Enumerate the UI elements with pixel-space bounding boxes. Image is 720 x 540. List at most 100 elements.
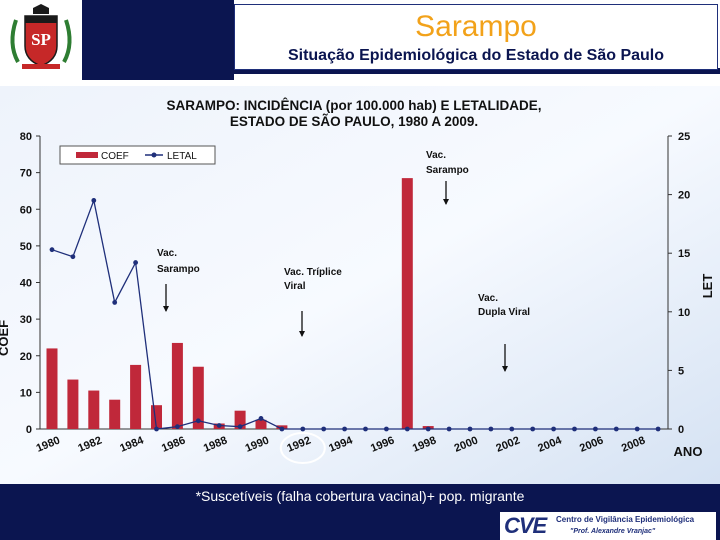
chart-title-line2: ESTADO DE SÃO PAULO, 1980 A 2009.	[230, 114, 478, 129]
letal-point-1982	[91, 198, 97, 203]
annotation-label: Viral	[284, 281, 306, 292]
annotation-arrowhead	[443, 199, 449, 205]
letal-point-2006	[593, 426, 598, 432]
sp-seal: SP	[0, 0, 82, 80]
letal-point-2007	[613, 426, 619, 432]
highlight-circle	[279, 432, 326, 464]
annotation-label: Vac.	[157, 248, 177, 259]
letal-point-1980	[49, 247, 55, 253]
letal-point-1998	[425, 426, 431, 432]
letal-point-1995	[363, 426, 368, 432]
footer-note: *Suscetíveis (falha cobertura vacinal)+ …	[195, 488, 525, 504]
chart-area: SARAMPO: INCIDÊNCIA (por 100.000 hab) E …	[0, 86, 720, 484]
laurel-left-icon	[10, 19, 20, 63]
coef-bar-1987	[192, 366, 204, 429]
chart-title-line1: SARAMPO: INCIDÊNCIA (por 100.000 hab) E …	[166, 98, 541, 113]
legend-letal-marker	[151, 152, 157, 158]
y2-tick-label: 15	[678, 248, 690, 260]
letal-point-2005	[572, 426, 577, 432]
page-subtitle: Situação Epidemiológica do Estado de São…	[287, 47, 665, 64]
letal-line	[49, 198, 661, 432]
letal-point-2009	[655, 426, 661, 432]
letal-point-1987	[195, 418, 201, 424]
y-tick-label: 80	[20, 131, 32, 143]
annotation-arrowhead	[299, 331, 305, 337]
y2-axis-title: LET	[700, 274, 715, 299]
coef-bar-1984	[130, 364, 142, 429]
letal-point-1985	[154, 426, 159, 432]
y-tick-label: 70	[20, 168, 32, 180]
legend-coef-swatch	[76, 152, 98, 158]
title-box: Sarampo Situação Epidemiológica do Estad…	[234, 4, 718, 70]
legend: COEF LETAL	[59, 145, 216, 165]
letal-point-1983	[112, 300, 118, 305]
annotation-label: Vac.	[478, 293, 498, 304]
incidence-lethality-chart: SARAMPO: INCIDÊNCIA (por 100.000 hab) E …	[0, 86, 720, 484]
annotation-label: Vac. Tríplice	[284, 267, 342, 278]
annotation-label: Sarampo	[426, 165, 469, 176]
header-stripe	[82, 68, 720, 74]
letal-point-2003	[530, 426, 536, 432]
legend-box	[59, 145, 216, 165]
legend-coef-label: COEF	[101, 151, 129, 162]
y2-tick-label: 20	[678, 190, 690, 202]
x-axis-title: ANO	[674, 444, 703, 459]
coef-bar-1997	[401, 178, 413, 429]
letal-point-2001	[488, 426, 494, 432]
footer: *Suscetíveis (falha cobertura vacinal)+ …	[0, 484, 720, 540]
letal-point-1996	[384, 426, 389, 432]
seal-letters: SP	[31, 30, 51, 49]
letal-point-1984	[133, 260, 139, 265]
right-ticks: 0 5 10 15 20 25	[668, 131, 690, 436]
annotation-label: Vac.	[426, 150, 446, 161]
y-tick-label: 40	[20, 278, 32, 290]
y-tick-label: 60	[20, 204, 32, 216]
coef-bar-1986	[171, 342, 183, 429]
annotations: Vac. Sarampo Vac. Tríplice Viral Vac. Sarampo…	[157, 150, 530, 372]
y-tick-label: 20	[20, 351, 32, 363]
letal-point-1989	[237, 424, 243, 430]
coef-bar-1983	[109, 399, 121, 429]
letal-point-1988	[216, 423, 222, 428]
annotation-label: Sarampo	[157, 264, 200, 275]
header-band	[82, 0, 234, 80]
y2-tick-label: 0	[678, 424, 684, 436]
letal-point-1981	[70, 254, 76, 260]
coef-bar-1990	[255, 419, 267, 429]
y-tick-label: 0	[26, 424, 32, 436]
cve-tribute: "Prof. Alexandre Vranjac"	[570, 528, 656, 535]
cve-name: Centro de Vigilância Epidemiológica	[556, 515, 695, 524]
letal-point-1991	[279, 426, 285, 432]
letal-point-1986	[175, 424, 180, 430]
letal-point-1997	[404, 426, 410, 432]
page-title: Sarampo	[415, 10, 537, 43]
letal-point-1992	[300, 426, 306, 432]
coef-bar-1980	[46, 348, 58, 429]
header-area: SP Sarampo Situação Epidemiológica do Es…	[0, 0, 720, 86]
y-axis-title: COEF	[0, 320, 11, 356]
annotation-arrowhead	[502, 366, 508, 372]
letal-point-2000	[467, 426, 473, 432]
y-tick-label: 30	[20, 314, 32, 326]
coef-bar-1982	[88, 390, 100, 429]
y2-tick-label: 25	[678, 131, 690, 143]
coef-bar-1989	[234, 410, 246, 429]
coef-bar-1981	[67, 379, 79, 429]
y2-tick-label: 10	[678, 307, 690, 319]
coef-bar-1985	[151, 405, 162, 429]
letal-point-2004	[551, 426, 556, 432]
letal-point-1999	[446, 426, 452, 432]
annotation-label: Dupla Viral	[478, 307, 530, 318]
cve-mark: CVE	[504, 513, 547, 538]
y2-tick-label: 5	[678, 365, 684, 377]
y-tick-label: 50	[20, 241, 32, 253]
cve-logo: CVE Centro de Vigilância Epidemiológica …	[500, 512, 716, 540]
letal-point-1994	[342, 426, 347, 432]
y-tick-label: 10	[20, 387, 32, 399]
coef-bars	[46, 178, 476, 430]
annotation-arrowhead	[163, 306, 169, 312]
letal-point-2008	[634, 426, 640, 432]
left-ticks: 0 10 20 30 40 50 60 70 80	[20, 131, 40, 436]
letal-point-2002	[509, 426, 515, 432]
letal-point-1993	[321, 426, 327, 432]
